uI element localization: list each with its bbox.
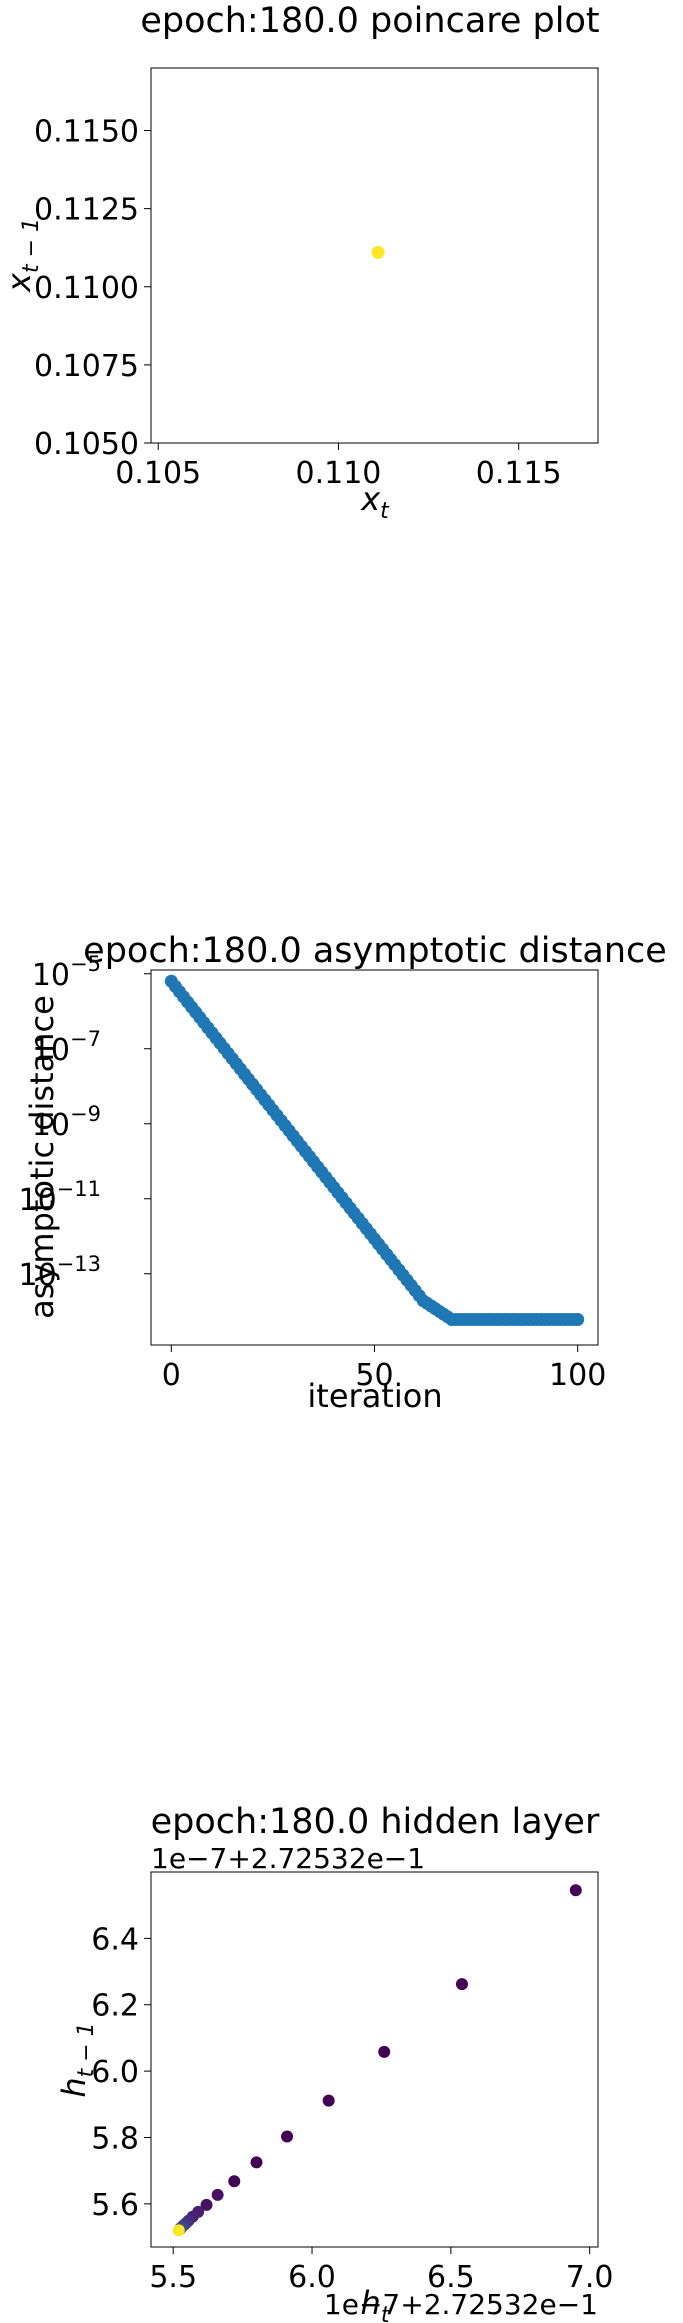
y-tick-label: 6.2: [91, 1989, 139, 2024]
hidden-layer-ticks: 5.5 6.0 6.5 7.0 5.6 5.8 6.0 6.2 6.4: [91, 1922, 613, 2295]
y-tick-label: 10−5: [32, 952, 101, 993]
hidden-layer-xlabel: ht: [361, 2284, 391, 2323]
poincare-ticks: 0.105 0.110 0.115 0.1050 0.1075 0.1100 0.1125 0…: [34, 115, 562, 492]
asymptotic-ylabel: asymptotic distance: [23, 995, 61, 1319]
data-point: [200, 2198, 213, 2211]
x-tick-label: 7.0: [566, 2260, 614, 2295]
data-point: [281, 2130, 294, 2143]
data-point: [322, 2094, 335, 2107]
y-tick-label: 10−9: [32, 1102, 101, 1143]
x-tick-label: 0.105: [115, 456, 201, 491]
y-tick-label: 10−13: [18, 1252, 101, 1293]
data-point: [371, 245, 385, 259]
x-tick-label: 0.115: [476, 456, 562, 491]
data-point: [228, 2175, 241, 2188]
poincare-points: [371, 245, 385, 259]
x-tick-label: 6.5: [427, 2260, 475, 2295]
x-tick-label: 6.0: [288, 2260, 336, 2295]
y-tick-label: 5.8: [91, 2121, 139, 2156]
hidden-layer-points: [172, 1884, 582, 2237]
y-tick-label: 6.4: [91, 1922, 139, 1957]
asymptotic-title: epoch:180.0 asymptotic distance: [83, 931, 667, 971]
hidden-layer-ylabel: ht − 1: [55, 2022, 99, 2097]
poincare-plot-area: [150, 67, 599, 444]
x-tick-label: 5.5: [149, 2260, 197, 2295]
y-tick-label: 0.1150: [34, 115, 139, 150]
data-point: [172, 2224, 185, 2237]
x-tick-label: 50: [355, 1358, 393, 1393]
asymptotic-ticks: 0 50 100 10−5 10−7 10−9 10−11 10−13: [18, 952, 606, 1393]
y-tick-label: 0.1075: [34, 349, 139, 384]
asymptotic-points: [164, 974, 585, 1326]
asymptotic-xlabel: iteration: [307, 1377, 442, 1415]
asymptotic-plot-area: [150, 969, 599, 1346]
y-tick-label: 10−7: [32, 1027, 101, 1068]
poincare-title: epoch:180.0 poincare plot: [140, 1, 599, 41]
data-point: [571, 1313, 585, 1326]
data-point: [569, 1884, 582, 1897]
hidden-layer-x-offset: 1e−7+2.72532e−1: [324, 2288, 598, 2321]
hidden-layer-chart: epoch:180.0 hidden layer 1e−7+2.72532e−1…: [55, 1802, 614, 2323]
x-tick-label: 100: [549, 1358, 606, 1393]
y-tick-label: 5.6: [91, 2188, 139, 2223]
y-tick-label: 10−11: [18, 1177, 101, 1218]
y-tick-label: 0.1050: [34, 427, 139, 462]
data-point: [211, 2188, 224, 2201]
y-tick-label: 0.1125: [34, 193, 139, 228]
x-tick-label: 0.110: [296, 456, 382, 491]
data-point: [250, 2156, 263, 2169]
hidden-layer-y-offset: 1e−7+2.72532e−1: [151, 1842, 425, 1875]
data-point: [455, 1978, 468, 1991]
y-tick-label: 6.0: [91, 2055, 139, 2090]
data-point: [378, 2045, 391, 2058]
hidden-layer-title: epoch:180.0 hidden layer: [151, 1802, 600, 1842]
poincare-xlabel: xt: [360, 480, 390, 524]
asymptotic-chart: epoch:180.0 asymptotic distance 0 50 100 10…: [18, 931, 666, 1415]
x-tick-label: 0: [162, 1358, 181, 1393]
hidden-layer-plot-area: [150, 1871, 599, 2248]
poincare-chart: epoch:180.0 poincare plot 0.105 0.110 0.11…: [0, 1, 600, 524]
poincare-ylabel: xt − 1: [0, 218, 44, 293]
y-tick-label: 0.1100: [34, 271, 139, 306]
